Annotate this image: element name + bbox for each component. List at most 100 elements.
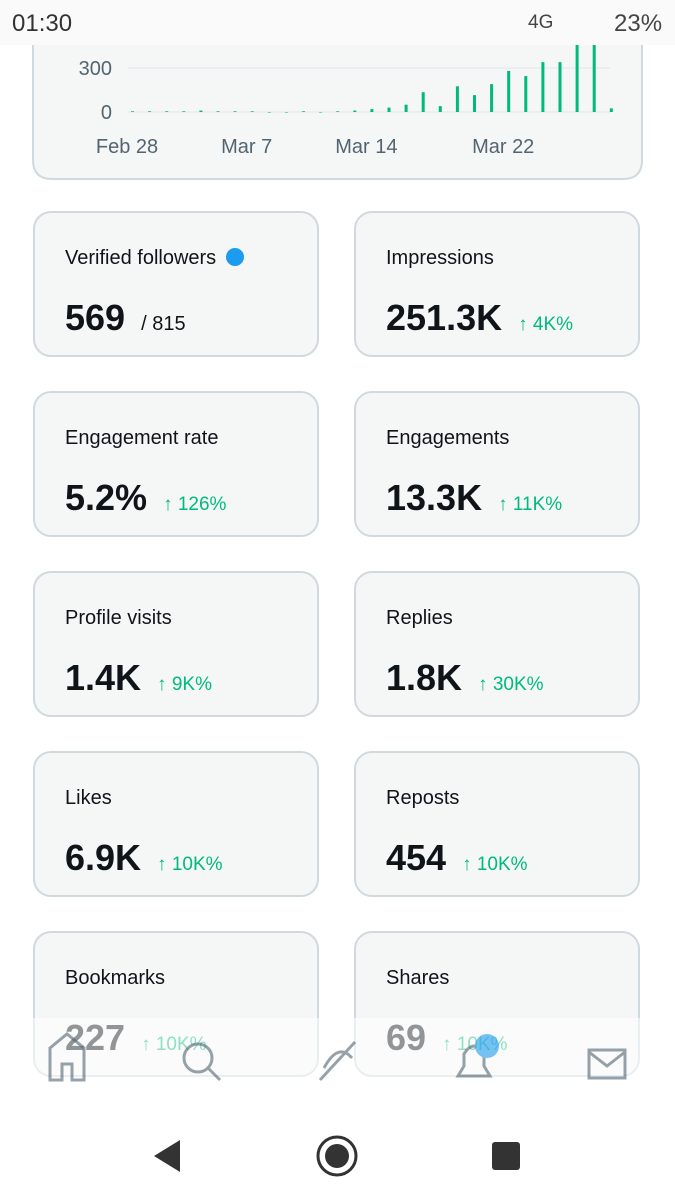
value-text: 6.9K <box>65 837 142 878</box>
bar <box>233 111 237 112</box>
metric-label: Engagements <box>386 427 509 450</box>
label-text: Bookmarks <box>65 967 166 989</box>
grok-icon[interactable] <box>318 1040 357 1082</box>
metric-card[interactable]: Likes 6.9K ↑ 10K% <box>33 751 319 897</box>
metric-value: 251.3K ↑ 4K% <box>386 297 573 339</box>
network: 4G <box>528 12 554 33</box>
bar <box>404 104 408 112</box>
label-text: Likes <box>65 787 112 809</box>
nav-icons[interactable] <box>0 1018 675 1100</box>
chart: 0 300 Feb 28 Mar 7 Mar 14 Mar 22 <box>79 45 613 158</box>
bar <box>267 112 271 113</box>
x-tick-label: Feb 28 <box>96 136 158 158</box>
metric-change: ↑ 11K% <box>498 494 563 515</box>
value-text: 569 <box>65 297 126 338</box>
metric-change: ↑ 10K% <box>462 854 528 875</box>
value-text: 1.4K <box>65 657 142 698</box>
label-text: Engagements <box>386 427 510 449</box>
bar <box>302 111 305 112</box>
bar <box>609 108 613 112</box>
label-text: Profile visits <box>65 607 172 629</box>
value-text: 251.3K <box>386 297 503 338</box>
bar <box>592 45 596 112</box>
metric-value: 5.2% ↑ 126% <box>65 477 226 519</box>
metric-change: ↑ 9K% <box>157 674 212 695</box>
metric-label: Profile visits <box>65 607 172 630</box>
bar <box>370 109 374 112</box>
home-button[interactable] <box>316 1135 358 1177</box>
metric-card[interactable]: Engagement rate 5.2% ↑ 126% <box>33 391 319 537</box>
bar <box>387 107 391 112</box>
metric-label: Impressions <box>386 247 494 270</box>
bar <box>199 110 203 112</box>
search-handle <box>206 1066 222 1082</box>
metric-label: Shares <box>386 967 449 990</box>
metric-card[interactable]: Reposts 454 ↑ 10K% <box>354 751 640 897</box>
x-tick-label: Mar 7 <box>221 136 272 158</box>
verified-badge <box>226 248 245 266</box>
bar <box>558 62 562 112</box>
home-dot <box>325 1144 349 1168</box>
label-text: Shares <box>386 967 450 989</box>
bar <box>438 106 442 112</box>
bar <box>353 110 357 112</box>
mail-icon[interactable] <box>587 1048 627 1080</box>
bar <box>575 45 579 112</box>
android-nav <box>154 1135 520 1177</box>
bar <box>250 111 254 112</box>
x-tick-label: Mar 14 <box>335 136 397 158</box>
metric-card[interactable]: Replies 1.8K ↑ 30K% <box>354 571 640 717</box>
metric-label: Likes <box>65 787 112 810</box>
metric-value: 454 ↑ 10K% <box>386 837 528 879</box>
bar <box>216 111 220 112</box>
status-bar: 01:30 4G 23% <box>0 0 675 45</box>
metric-value: 13.3K ↑ 11K% <box>386 477 562 519</box>
recents-button[interactable] <box>492 1142 520 1170</box>
metric-label: Bookmarks <box>65 967 165 990</box>
label-text: Replies <box>386 607 453 629</box>
metric-value: 1.4K ↑ 9K% <box>65 657 212 699</box>
bar <box>284 112 288 113</box>
metric-card[interactable]: Verified followers 569 / 815 <box>33 211 319 357</box>
label-text: Engagement rate <box>65 427 219 449</box>
mail-flap <box>588 1050 626 1068</box>
metric-value: 6.9K ↑ 10K% <box>65 837 223 879</box>
metric-change: ↑ 10K% <box>157 854 223 875</box>
home-icon[interactable] <box>48 1032 86 1082</box>
label-text: Impressions <box>386 247 494 269</box>
bar <box>148 111 152 112</box>
bar <box>182 111 186 112</box>
bar <box>319 112 323 113</box>
metric-change: ↑ 126% <box>163 494 227 515</box>
value-text: 1.8K <box>386 657 463 698</box>
bar <box>336 111 340 112</box>
metric-total: / 815 <box>141 313 186 335</box>
x-tick-label: Mar 22 <box>472 136 534 158</box>
notification-dot <box>475 1034 499 1058</box>
metric-value: 569 / 815 <box>65 297 186 339</box>
bar <box>507 70 511 112</box>
metric-card[interactable]: Profile visits 1.4K ↑ 9K% <box>33 571 319 717</box>
bar <box>473 95 476 112</box>
metric-card[interactable]: Impressions 251.3K ↑ 4K% <box>354 211 640 357</box>
bar <box>524 76 528 112</box>
y-tick-label: 0 <box>101 102 112 124</box>
metric-label: Replies <box>386 607 453 630</box>
bar <box>490 84 494 112</box>
search-icon[interactable] <box>182 1042 214 1074</box>
metric-label: Engagement rate <box>65 427 218 450</box>
bar <box>455 86 459 112</box>
bar <box>421 92 425 112</box>
metric-card[interactable]: Engagements 13.3K ↑ 11K% <box>354 391 640 537</box>
metric-change: ↑ 4K% <box>518 314 574 335</box>
metric-change: ↑ 30K% <box>478 674 544 695</box>
chart-card: 0 300 Feb 28 Mar 7 Mar 14 Mar 22 <box>32 45 643 180</box>
back-button[interactable] <box>154 1140 180 1172</box>
bottom-nav <box>0 1018 675 1100</box>
bar <box>131 111 134 112</box>
value-text: 13.3K <box>386 477 483 518</box>
metric-value: 1.8K ↑ 30K% <box>386 657 544 699</box>
metric-label: Reposts <box>386 787 459 810</box>
label-text: Verified followers <box>65 247 217 269</box>
y-tick-label: 300 <box>79 58 112 80</box>
